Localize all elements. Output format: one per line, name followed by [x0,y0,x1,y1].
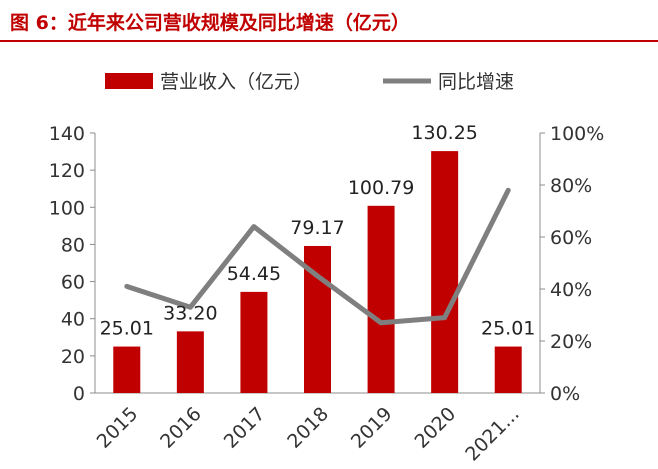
right-tick-label: 60% [550,227,592,249]
legend-label-bar: 营业收入（亿元） [160,71,312,93]
x-tick-label: 2017 [220,403,270,453]
left-tick-label: 40 [61,309,85,331]
legend: 营业收入（亿元） 同比增速 [105,71,514,93]
bar-value-label: 25.01 [481,318,535,340]
left-tick-label: 140 [49,123,85,145]
right-tick-label: 100% [550,123,604,145]
bar-2015 [113,346,141,393]
bar-2017 [240,291,268,393]
left-tick-label: 0 [73,383,85,405]
legend-swatch-bar [105,73,153,89]
bar-2021... [494,346,522,393]
left-tick-label: 120 [49,160,85,182]
x-tick-label: 2020 [410,403,460,453]
x-tick-label: 2021... [461,403,524,466]
x-tick-label: 2015 [93,403,143,453]
left-tick-label: 20 [61,346,85,368]
bar-value-label: 25.01 [100,318,154,340]
bar-series [113,151,522,393]
bar-value-label: 33.20 [163,302,217,324]
bar-value-label: 79.17 [290,217,344,239]
x-tick-label: 2016 [156,403,206,453]
x-tick-label: 2019 [347,403,397,453]
left-tick-label: 100 [49,197,85,219]
right-tick-label: 80% [550,175,592,197]
chart-title: 图 6：近年来公司营收规模及同比增速（亿元） [10,12,410,34]
right-tick-label: 0% [550,383,580,405]
bar-value-label: 130.25 [411,122,477,144]
left-tick-label: 60 [61,272,85,294]
bar-2020 [431,151,459,393]
x-tick-label: 2018 [283,403,333,453]
legend-label-line: 同比增速 [438,71,514,93]
right-tick-label: 20% [550,331,592,353]
line-series [124,187,511,326]
right-tick-label: 40% [550,279,592,301]
title-divider [0,40,658,42]
bar-2016 [176,331,204,393]
bar-2019 [367,205,395,393]
left-tick-label: 80 [61,234,85,256]
bar-value-label: 54.45 [227,263,281,285]
bar-value-label: 100.79 [348,177,414,199]
